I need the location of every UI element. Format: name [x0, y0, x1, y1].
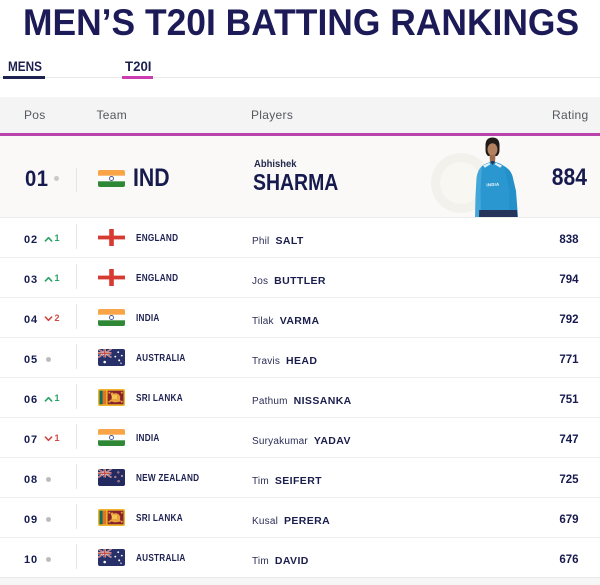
- svg-text:INDIA: INDIA: [486, 182, 499, 188]
